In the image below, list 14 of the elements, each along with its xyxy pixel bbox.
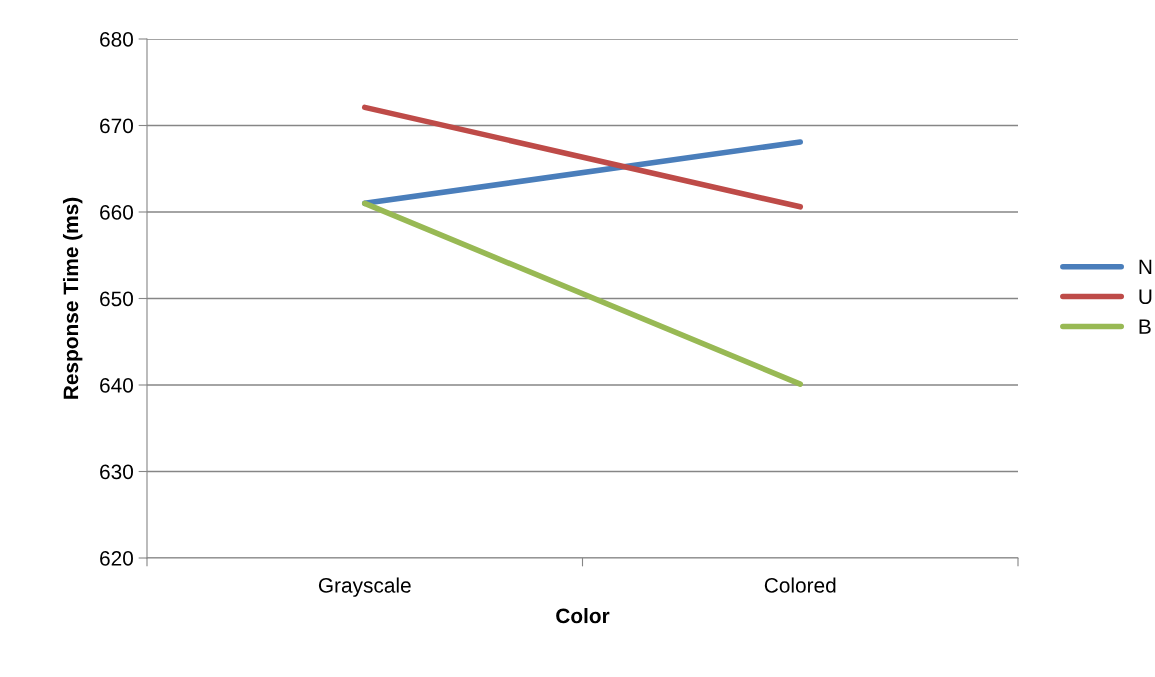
x-tick-label: Grayscale <box>318 577 411 597</box>
legend-label: B <box>1139 319 1151 334</box>
y-tick-label: 630 <box>100 464 133 480</box>
x-axis-title: Color <box>556 607 610 624</box>
y-tick-label: 660 <box>100 205 133 220</box>
y-tick-label: 670 <box>100 118 133 134</box>
x-tick-label: Colored <box>764 577 836 593</box>
legend-label: U <box>1139 289 1152 305</box>
legend-label: N <box>1139 259 1152 275</box>
y-axis-title: Response Time (ms) <box>62 197 83 399</box>
y-tick-label: 650 <box>100 291 133 307</box>
y-tick-label: 640 <box>100 378 133 393</box>
y-tick-label: 680 <box>100 32 133 47</box>
y-tick-label: 620 <box>100 551 133 566</box>
